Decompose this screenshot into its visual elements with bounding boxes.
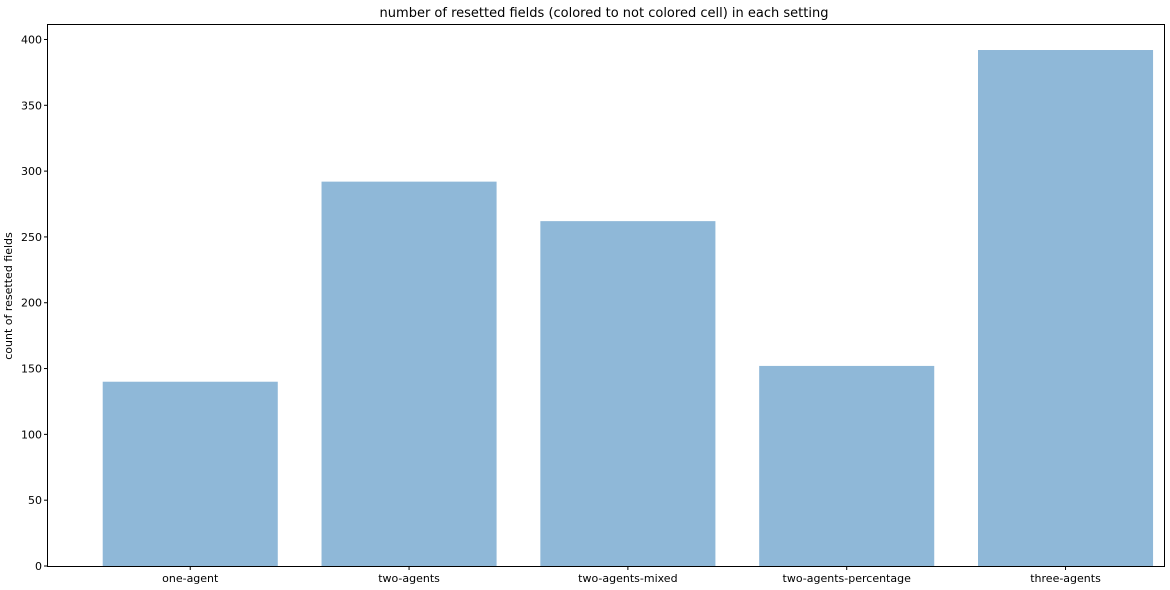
bar-two-agents	[321, 181, 497, 566]
y-tick-label: 350	[21, 99, 42, 112]
bar-two-agents-percentage	[759, 365, 935, 566]
y-tick-label: 200	[21, 297, 42, 310]
bar-one-agent	[102, 381, 278, 566]
x-tick-label: two-agents-mixed	[578, 572, 677, 585]
bar-three-agents	[978, 50, 1154, 566]
y-tick-label: 100	[21, 428, 42, 441]
x-tick-label: two-agents-percentage	[783, 572, 912, 585]
x-tick-label: two-agents	[378, 572, 440, 585]
y-tick-label: 250	[21, 231, 42, 244]
y-tick-label: 150	[21, 363, 42, 376]
plot-frame	[47, 24, 1165, 567]
bar-two-agents-mixed	[540, 221, 716, 566]
chart-title: number of resetted fields (colored to no…	[380, 6, 829, 21]
y-tick-label: 50	[28, 494, 42, 507]
x-tick-label: three-agents	[1030, 572, 1101, 585]
x-tick-label: one-agent	[162, 572, 219, 585]
y-tick-label: 300	[21, 165, 42, 178]
y-tick-label: 400	[21, 33, 42, 46]
ticks-layer: one-agent two-agents two-agents-mixed two-a…	[21, 33, 1101, 585]
bars-layer	[102, 50, 1154, 566]
y-axis-label: count of resetted fields	[2, 232, 15, 360]
y-tick-label: 0	[35, 560, 42, 573]
